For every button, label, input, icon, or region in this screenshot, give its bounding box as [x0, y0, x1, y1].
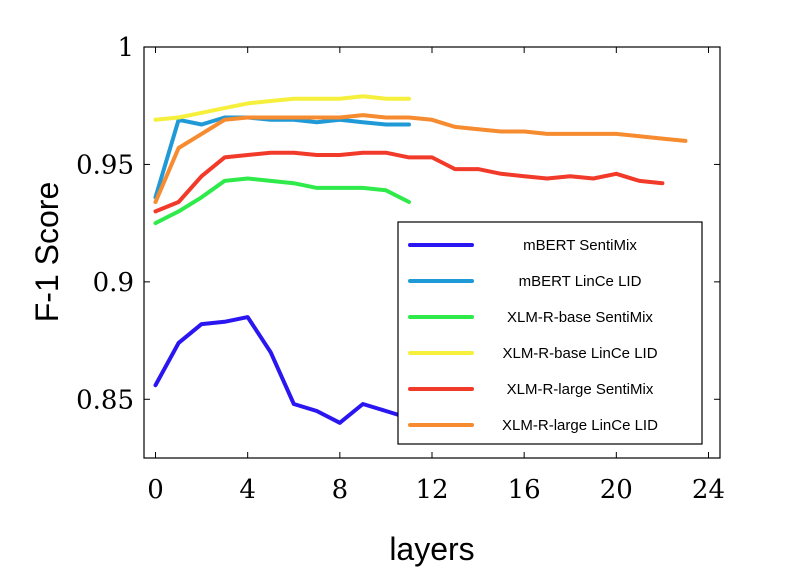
series-line-5 — [153, 113, 688, 204]
legend-label: XLM-R-base SentiMix — [507, 309, 653, 326]
legend-label: XLM-R-large SentiMix — [507, 381, 654, 398]
series-line-2 — [153, 176, 411, 226]
series-line-3 — [153, 94, 411, 122]
y-tick-label: 1 — [117, 33, 134, 63]
legend: mBERT SentiMix mBERT LinCe LID XLM-R-base … — [397, 221, 703, 445]
series-line-4 — [153, 150, 665, 214]
x-tick-label: 8 — [332, 475, 349, 505]
legend-label: mBERT LinCe LID — [519, 273, 642, 290]
y-tick-label: 0.9 — [93, 268, 134, 298]
series-line-1 — [153, 115, 411, 200]
legend-box — [397, 221, 703, 445]
tick-labels: 0 4 8 12 16 20 24 0.85 0.9 0.95 1 — [76, 33, 725, 505]
y-tick-label: 0.95 — [76, 150, 134, 180]
y-axis-label: F-1 Score — [29, 182, 65, 322]
x-tick-label: 12 — [415, 475, 448, 505]
legend-label: XLM-R-large LinCe LID — [502, 417, 658, 434]
y-tick-label: 0.85 — [76, 385, 134, 415]
series-lines — [153, 94, 688, 425]
legend-label: XLM-R-base LinCe LID — [502, 345, 657, 362]
x-tick-label: 4 — [239, 475, 256, 505]
x-tick-label: 20 — [600, 475, 633, 505]
x-tick-label: 0 — [147, 475, 164, 505]
legend-label: mBERT SentiMix — [523, 237, 637, 254]
x-tick-label: 24 — [692, 475, 725, 505]
tick-marks — [144, 46, 720, 458]
series-line-0 — [153, 315, 411, 425]
x-axis-label: layers — [389, 531, 474, 567]
x-tick-label: 16 — [508, 475, 541, 505]
